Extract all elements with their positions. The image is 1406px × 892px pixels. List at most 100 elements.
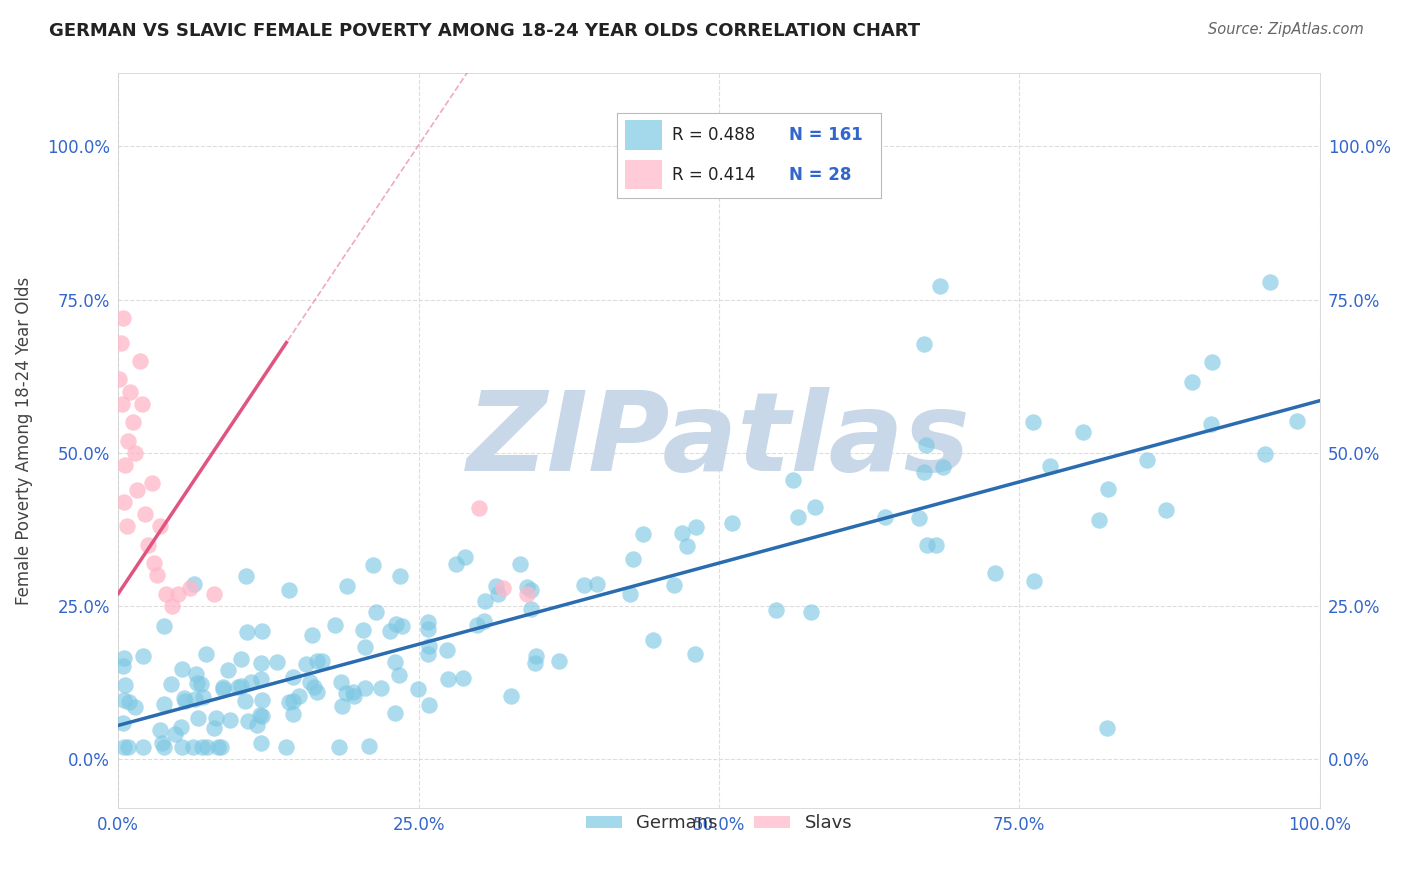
Point bbox=[195, 647, 218, 661]
Point bbox=[370, 681, 392, 696]
Point bbox=[114, 678, 136, 692]
Point bbox=[804, 500, 827, 515]
Point bbox=[134, 507, 156, 521]
Point bbox=[418, 698, 440, 712]
Point bbox=[212, 682, 235, 697]
Point bbox=[436, 643, 458, 657]
Point bbox=[165, 726, 187, 740]
Point bbox=[115, 519, 138, 533]
Point bbox=[418, 623, 440, 637]
Point bbox=[509, 557, 531, 571]
Point bbox=[240, 674, 263, 689]
Point bbox=[136, 538, 159, 552]
Point bbox=[250, 736, 273, 750]
Point bbox=[278, 695, 301, 709]
Point bbox=[912, 337, 935, 351]
Legend: Germans, Slavs: Germans, Slavs bbox=[578, 807, 859, 839]
Point bbox=[181, 739, 204, 754]
Point bbox=[572, 578, 595, 592]
Point bbox=[301, 628, 323, 642]
Point bbox=[127, 483, 149, 497]
Point bbox=[183, 692, 205, 706]
Point bbox=[229, 652, 252, 666]
Point bbox=[451, 671, 474, 685]
Point bbox=[585, 576, 607, 591]
Point bbox=[281, 670, 304, 684]
Point bbox=[186, 675, 208, 690]
Point bbox=[932, 460, 955, 475]
Point bbox=[191, 690, 214, 705]
Point bbox=[472, 615, 495, 629]
Point bbox=[112, 495, 135, 509]
Point bbox=[218, 713, 240, 727]
Point bbox=[329, 675, 352, 690]
Point bbox=[112, 693, 135, 707]
Point bbox=[299, 675, 322, 690]
Point bbox=[112, 650, 135, 665]
Point bbox=[202, 587, 225, 601]
Point bbox=[173, 690, 195, 705]
Point bbox=[1087, 513, 1109, 527]
Point bbox=[873, 510, 896, 524]
Point bbox=[915, 438, 938, 452]
Point bbox=[149, 519, 172, 533]
Point bbox=[782, 474, 804, 488]
Point bbox=[1199, 417, 1222, 432]
Point bbox=[141, 476, 163, 491]
Point bbox=[209, 739, 232, 754]
Point bbox=[152, 619, 174, 633]
Point bbox=[621, 551, 644, 566]
Point bbox=[235, 569, 257, 583]
Point bbox=[1181, 376, 1204, 390]
Point bbox=[132, 649, 155, 664]
Point bbox=[112, 715, 135, 730]
Point bbox=[1254, 447, 1277, 461]
Point bbox=[633, 527, 655, 541]
Point bbox=[294, 657, 316, 671]
Point bbox=[328, 739, 350, 754]
Point bbox=[354, 640, 377, 655]
Point bbox=[520, 602, 543, 616]
Point bbox=[112, 739, 135, 754]
Point bbox=[1156, 503, 1178, 517]
Point bbox=[1097, 722, 1119, 736]
Point bbox=[908, 510, 931, 524]
Point bbox=[492, 581, 515, 595]
Point bbox=[274, 739, 297, 754]
Point bbox=[1022, 574, 1045, 589]
Point bbox=[453, 550, 475, 565]
Point bbox=[516, 580, 538, 594]
Point bbox=[357, 739, 380, 754]
Point bbox=[217, 663, 239, 677]
Point bbox=[250, 656, 273, 670]
Point bbox=[202, 721, 225, 735]
Point bbox=[343, 690, 366, 704]
Point bbox=[124, 446, 146, 460]
Point bbox=[335, 685, 357, 699]
Point bbox=[384, 655, 406, 669]
Point bbox=[619, 587, 641, 601]
Point bbox=[266, 655, 288, 669]
Point bbox=[132, 739, 155, 754]
Point bbox=[128, 354, 150, 368]
Point bbox=[486, 587, 509, 601]
Point bbox=[229, 679, 252, 693]
Point bbox=[465, 618, 488, 632]
Point bbox=[418, 648, 440, 662]
Point bbox=[118, 695, 141, 709]
Point bbox=[204, 711, 226, 725]
Point bbox=[384, 706, 406, 720]
Point bbox=[169, 720, 191, 734]
Point bbox=[1022, 415, 1045, 429]
Point bbox=[336, 579, 359, 593]
Point bbox=[352, 623, 374, 637]
Point bbox=[149, 723, 172, 737]
Point bbox=[307, 654, 329, 668]
Point bbox=[436, 672, 458, 686]
Point bbox=[249, 708, 271, 723]
Point bbox=[112, 311, 135, 326]
Point bbox=[250, 624, 273, 639]
Point bbox=[524, 649, 547, 664]
Point bbox=[720, 516, 742, 531]
Point bbox=[179, 581, 201, 595]
